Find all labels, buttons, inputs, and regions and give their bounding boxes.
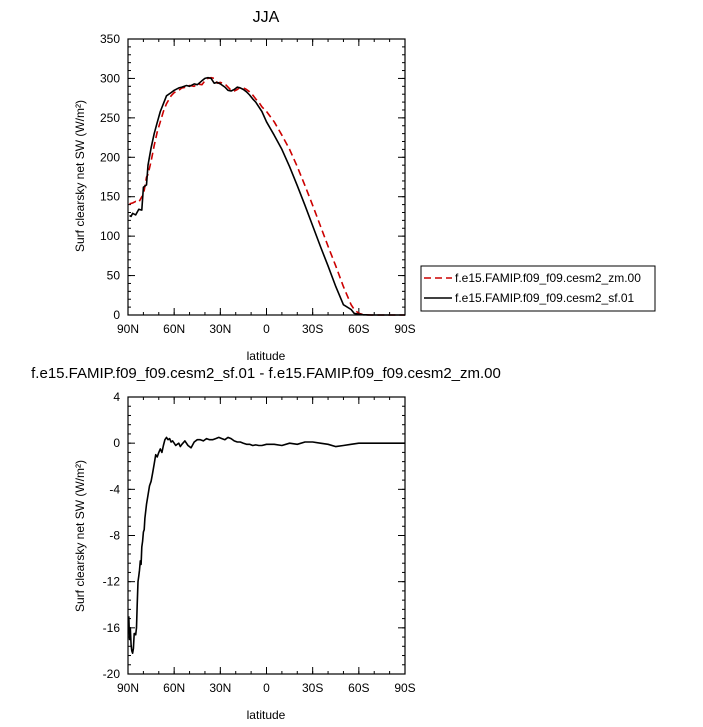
bottom-y-tick-label: -4 [109, 482, 120, 496]
bottom-y-tick-label: 0 [113, 436, 120, 450]
top-chart-title: JJA [253, 9, 280, 26]
top-chart-ylabel: Surf clearsky net SW (W/m²) [73, 100, 87, 252]
top-y-tick-label: 350 [100, 32, 120, 46]
bottom-x-tick-label: 90N [117, 681, 139, 695]
top-x-tick-label: 90N [117, 322, 139, 336]
top-chart-xlabel: latitude [247, 349, 286, 363]
top-y-tick-label: 100 [100, 229, 120, 243]
top-y-tick-label: 0 [113, 308, 120, 322]
bottom-x-tick-label: 0 [263, 681, 270, 695]
bottom-x-tick-label: 60S [348, 681, 369, 695]
top-series-line-1 [129, 76, 405, 316]
legend-entry-series-1: f.e15.FAMIP.f09_f09.cesm2_zm.00 [455, 271, 641, 285]
bottom-chart-xlabel: latitude [247, 708, 286, 722]
top-x-tick-label: 30S [302, 322, 323, 336]
top-y-tick-label: 150 [100, 190, 120, 204]
legend-box [420, 265, 656, 312]
bottom-series-line-1 [128, 436, 405, 655]
top-x-tick-label: 90S [394, 322, 415, 336]
top-x-tick-label: 60N [163, 322, 185, 336]
bottom-plot-area: 90N 60N 30N 0 30S 60S 90S 4 0 -4 -8 -12 -16 -20 [103, 390, 416, 695]
bottom-y-tick-label: -12 [103, 575, 121, 589]
bottom-chart-ylabel: Surf clearsky net SW (W/m²) [73, 460, 87, 612]
top-plot-area: 90N 60N 30N 0 30S 60S 90S 0 50 100 150 200 250 300 350 [100, 32, 416, 336]
top-y-tick-label: 200 [100, 150, 120, 164]
top-y-tick-label: 250 [100, 111, 120, 125]
top-y-tick-label: 50 [107, 269, 121, 283]
legend-entry-series-2: f.e15.FAMIP.f09_f09.cesm2_sf.01 [455, 291, 635, 305]
top-chart-legend: f.e15.FAMIP.f09_f09.cesm2_zm.00 f.e15.FA… [420, 265, 656, 312]
bottom-frame [127, 396, 406, 675]
top-frame [127, 38, 406, 316]
top-y-tick-label: 300 [100, 71, 120, 85]
bottom-x-tick-label: 30S [302, 681, 323, 695]
top-x-tick-label: 0 [263, 322, 270, 336]
top-x-tick-label: 60S [348, 322, 369, 336]
bottom-y-tick-label: 4 [113, 390, 120, 404]
top-x-tick-label: 30N [209, 322, 231, 336]
bottom-y-tick-label: -8 [109, 529, 120, 543]
bottom-chart-title: f.e15.FAMIP.f09_f09.cesm2_sf.01 - f.e15.… [31, 365, 501, 382]
bottom-chart: f.e15.FAMIP.f09_f09.cesm2_sf.01 - f.e15.… [31, 365, 501, 722]
bottom-y-tick-label: -16 [103, 621, 121, 635]
top-series-line-2 [129, 76, 405, 316]
top-chart: JJA 90N 60N 30N 0 30S 60S 90S 0 50 100 150 200 250 30… [73, 9, 416, 363]
bottom-x-tick-label: 60N [163, 681, 185, 695]
bottom-x-tick-label: 30N [209, 681, 231, 695]
bottom-y-tick-label: -20 [103, 667, 121, 681]
bottom-x-tick-label: 90S [394, 681, 415, 695]
